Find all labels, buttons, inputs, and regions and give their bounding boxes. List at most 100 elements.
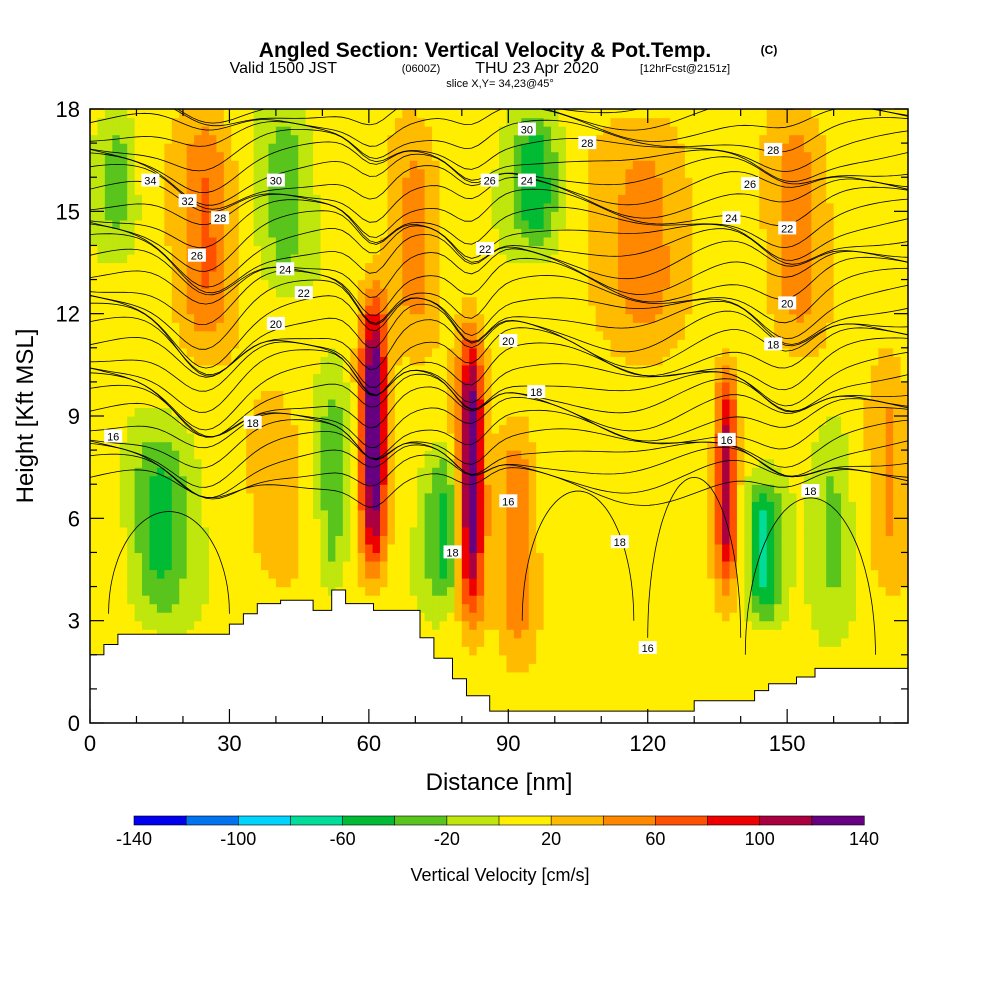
field-cell <box>826 518 835 528</box>
field-cell <box>625 347 634 357</box>
field-cell <box>766 441 775 451</box>
field-cell <box>186 398 195 409</box>
field-cell <box>714 398 723 409</box>
field-cell <box>551 629 560 639</box>
field-cell <box>699 680 708 690</box>
field-cell <box>432 390 441 400</box>
field-cell <box>573 347 582 357</box>
field-cell <box>632 586 641 596</box>
field-cell <box>380 441 389 451</box>
field-cell <box>149 441 158 451</box>
field-cell <box>647 697 656 707</box>
field-cell <box>595 671 604 681</box>
field-cell <box>156 603 165 613</box>
field-cell <box>677 509 686 519</box>
field-cell <box>796 450 805 460</box>
field-cell <box>588 688 597 699</box>
field-cell <box>670 680 679 690</box>
field-cell <box>521 680 530 690</box>
field-cell <box>670 441 679 451</box>
field-cell <box>424 501 433 511</box>
field-cell <box>662 424 671 434</box>
field-cell <box>290 356 299 366</box>
field-cell <box>870 637 879 647</box>
field-cell <box>833 595 842 605</box>
field-cell <box>350 416 359 426</box>
field-cell <box>766 620 775 630</box>
field-cell <box>290 339 299 349</box>
field-cell <box>647 492 656 502</box>
field-cell <box>142 552 151 562</box>
field-cell <box>565 620 574 630</box>
field-cell <box>655 680 664 690</box>
field-cell <box>499 612 508 622</box>
field-cell <box>432 407 441 417</box>
field-cell <box>357 586 366 596</box>
field-cell <box>268 381 277 392</box>
field-cell <box>811 586 820 596</box>
field-cell <box>699 552 708 562</box>
field-cell <box>432 501 441 511</box>
field-cell <box>595 552 604 562</box>
field-cell <box>736 441 745 451</box>
field-cell <box>201 535 210 545</box>
field-cell <box>387 381 396 392</box>
field-cell <box>699 671 708 681</box>
field-cell <box>900 424 908 434</box>
field-cell <box>588 671 597 681</box>
field-cell <box>595 441 604 451</box>
field-cell <box>424 578 433 588</box>
field-cell <box>751 356 760 366</box>
field-cell <box>677 492 686 502</box>
field-cell <box>722 518 731 528</box>
field-cell <box>558 450 567 460</box>
field-cell <box>855 552 864 562</box>
field-cell <box>186 390 195 400</box>
field-cell <box>409 458 418 468</box>
field-cell <box>588 390 597 400</box>
field-cell <box>290 518 299 528</box>
field-cell <box>588 526 597 536</box>
field-cell <box>736 458 745 468</box>
field-cell <box>603 552 612 562</box>
field-cell <box>231 586 240 596</box>
field-cell <box>499 475 508 485</box>
field-cell <box>201 424 210 434</box>
field-cell <box>736 578 745 588</box>
field-cell <box>112 629 121 639</box>
field-cell <box>744 424 753 434</box>
field-cell <box>476 654 485 664</box>
field-cell <box>253 552 262 562</box>
field-cell <box>461 671 470 681</box>
field-cell <box>142 398 151 409</box>
field-cell <box>528 586 537 596</box>
field-cell <box>818 484 827 494</box>
field-cell <box>617 526 627 536</box>
field-cell <box>751 509 760 519</box>
field-cell <box>394 518 403 528</box>
field-cell <box>201 620 210 630</box>
field-cell <box>417 416 426 426</box>
field-cell <box>573 552 582 562</box>
field-cell <box>617 543 627 554</box>
field-cell <box>803 654 812 664</box>
field-cell <box>164 620 173 630</box>
field-cell <box>298 543 307 554</box>
field-cell <box>677 646 686 656</box>
field-cell <box>610 680 619 690</box>
field-cell <box>335 416 344 426</box>
field-cell <box>156 424 165 434</box>
field-cell <box>551 390 560 400</box>
field-cell <box>454 467 463 477</box>
field-cell <box>194 629 203 639</box>
field-cell <box>149 603 158 613</box>
field-cell <box>446 560 455 571</box>
field-cell <box>439 569 448 579</box>
field-cell <box>119 364 128 374</box>
field-cell <box>677 356 686 366</box>
field-cell <box>833 586 842 596</box>
field-cell <box>714 586 723 596</box>
field-cell <box>848 663 857 673</box>
field-cell <box>848 339 857 349</box>
field-cell <box>208 552 218 562</box>
